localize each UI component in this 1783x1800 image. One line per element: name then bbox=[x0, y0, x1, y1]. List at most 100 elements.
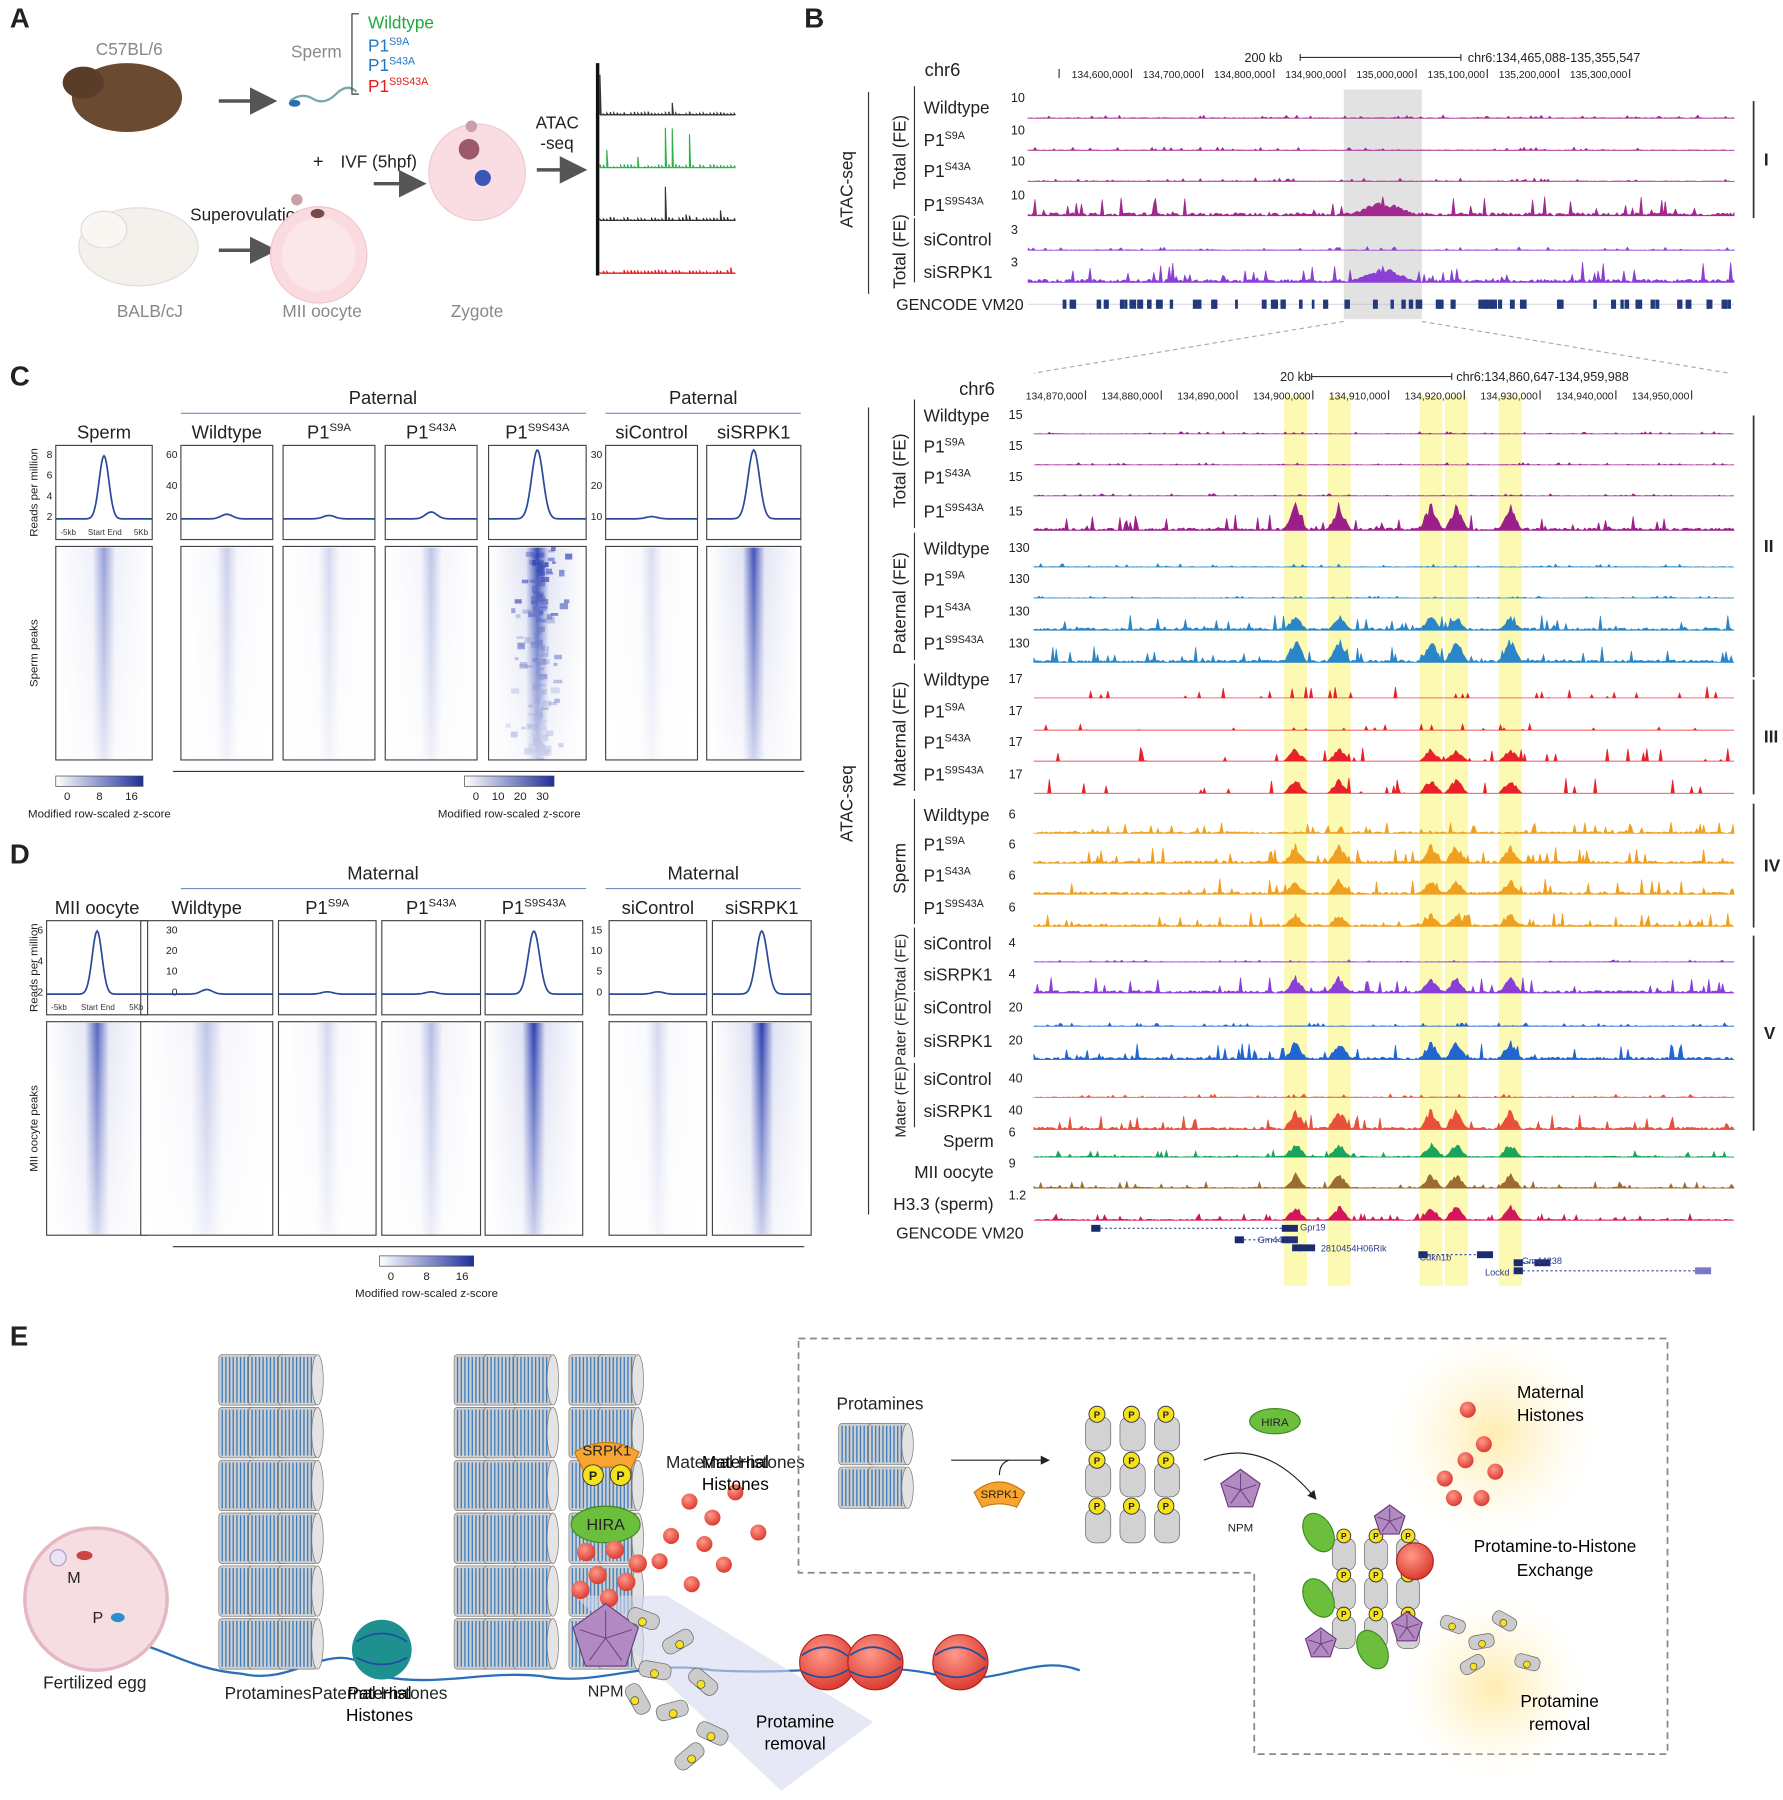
signal-track bbox=[1033, 843, 1735, 864]
released-protamine bbox=[662, 1628, 694, 1655]
phospho-marker bbox=[1122, 1451, 1140, 1469]
label-base: Wildtype bbox=[368, 13, 434, 33]
heatmap-fade bbox=[279, 1022, 375, 1235]
histone bbox=[663, 1527, 680, 1545]
label: P1S9A bbox=[924, 835, 966, 855]
phospho-marker bbox=[1088, 1497, 1106, 1515]
x-tick-label: 5Kb bbox=[134, 528, 149, 537]
exon bbox=[1706, 299, 1710, 309]
label: Protamine removal bbox=[1520, 1691, 1598, 1734]
tick-label: 134,800,000 bbox=[1214, 70, 1272, 81]
y-tick-label: 4 bbox=[47, 491, 53, 502]
label: GENCODE VM20 bbox=[896, 296, 1024, 314]
label: MII oocyte bbox=[914, 1162, 993, 1182]
exon bbox=[1727, 299, 1731, 309]
signal-track bbox=[1027, 246, 1735, 251]
profile-frame bbox=[282, 444, 376, 541]
oocyte-icon bbox=[310, 208, 325, 219]
signal-track bbox=[1033, 462, 1735, 466]
signal-track bbox=[1027, 196, 1735, 217]
label-sup: S43A bbox=[945, 866, 972, 878]
label: 20 bbox=[1009, 1000, 1023, 1014]
label-base: P1 bbox=[924, 898, 945, 918]
x-tick-label: -5kb bbox=[51, 1003, 67, 1012]
sperm-icon bbox=[289, 86, 358, 103]
profile-frame bbox=[381, 920, 482, 1016]
panel-label: B bbox=[804, 3, 824, 34]
exon bbox=[1611, 299, 1617, 309]
label-base: siControl bbox=[924, 230, 992, 250]
exon bbox=[1147, 299, 1151, 309]
label: 10 bbox=[1011, 189, 1025, 203]
label-base: siSRPK1 bbox=[924, 964, 993, 984]
signal-track bbox=[1033, 562, 1735, 568]
npm-icon bbox=[1312, 1643, 1322, 1655]
phospho-marker bbox=[1336, 1567, 1352, 1583]
label: siControl bbox=[615, 422, 687, 443]
highlight-region bbox=[1284, 396, 1308, 1286]
label: IVF (5hpf) bbox=[340, 152, 416, 172]
exon bbox=[1435, 299, 1439, 309]
label: siControl bbox=[924, 998, 992, 1018]
mini-track bbox=[599, 267, 736, 274]
label: H3.3 (sperm) bbox=[893, 1194, 993, 1214]
label-base: siControl bbox=[622, 897, 694, 918]
phospho-label: P bbox=[1341, 1532, 1347, 1541]
label-sup: S43A bbox=[945, 733, 972, 745]
scale-bar bbox=[1311, 373, 1453, 380]
zygote-icon bbox=[465, 120, 478, 133]
label-base: P1 bbox=[406, 897, 428, 918]
phospho-marker bbox=[630, 1696, 640, 1706]
npm-icon bbox=[1389, 1520, 1398, 1532]
label: I bbox=[1764, 149, 1769, 169]
label: SRPK1 bbox=[582, 1443, 631, 1460]
colorbar bbox=[55, 775, 144, 787]
exon bbox=[1558, 299, 1564, 309]
label: Sperm bbox=[291, 41, 342, 61]
label: Wildtype bbox=[924, 538, 990, 558]
label-base: P1 bbox=[368, 76, 389, 96]
npm-icon bbox=[1240, 1489, 1251, 1504]
phospho-label: P bbox=[1094, 1410, 1101, 1421]
srpk1-icon bbox=[973, 1481, 1026, 1508]
histone bbox=[704, 1509, 721, 1526]
signal-track bbox=[1033, 493, 1735, 497]
phospho-marker bbox=[1368, 1606, 1384, 1622]
glow bbox=[1401, 1595, 1585, 1780]
label: Protamines bbox=[225, 1683, 312, 1703]
y-tick-label: 10 bbox=[591, 512, 603, 523]
oocyte-icon bbox=[291, 194, 303, 206]
profile-frame bbox=[46, 920, 149, 1016]
tick-label: 134,950,000 bbox=[1632, 391, 1690, 402]
phospho-marker bbox=[696, 1680, 706, 1689]
y-tick-label: 20 bbox=[591, 481, 603, 492]
y-tick-label: 40 bbox=[166, 481, 178, 492]
heatmap-fade bbox=[56, 547, 152, 759]
exon bbox=[1650, 299, 1655, 309]
colorbar-tick: 16 bbox=[125, 791, 138, 803]
label-base: siControl bbox=[924, 998, 992, 1018]
signal-track bbox=[1033, 431, 1735, 435]
exon bbox=[1280, 299, 1286, 309]
polar-body bbox=[49, 1549, 67, 1567]
profile-frame bbox=[706, 444, 802, 541]
profile-curve bbox=[180, 513, 273, 520]
label-sup: S9S43A bbox=[528, 422, 570, 434]
dna-wrap bbox=[356, 1632, 408, 1666]
mini-track bbox=[599, 74, 736, 116]
highlight-region bbox=[1498, 396, 1522, 1286]
colorbar-tick: 0 bbox=[388, 1271, 394, 1283]
exon bbox=[1234, 1236, 1244, 1244]
panel-label: C bbox=[10, 361, 30, 392]
label-sup: S9A bbox=[329, 422, 351, 434]
label-base: siSRPK1 bbox=[725, 897, 798, 918]
histone bbox=[727, 1484, 744, 1501]
protamine-cap bbox=[311, 1512, 324, 1564]
label-line: Paternal bbox=[347, 1683, 411, 1703]
hira-icon bbox=[1249, 1407, 1301, 1435]
highlight-region bbox=[1419, 396, 1443, 1286]
protamine-cap bbox=[546, 1512, 559, 1564]
label: P1S9S43A bbox=[924, 195, 985, 215]
label: ATAC-seq bbox=[836, 151, 856, 228]
gene-label: Cdkn1b bbox=[1420, 1252, 1452, 1262]
